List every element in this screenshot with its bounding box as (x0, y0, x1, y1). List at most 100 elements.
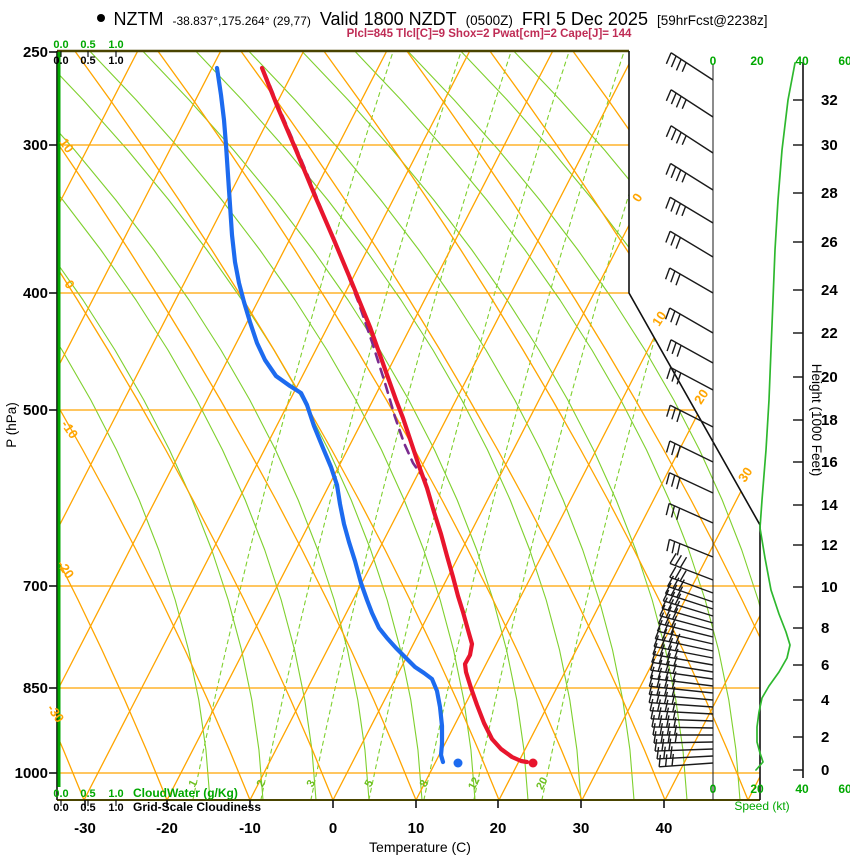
barb-feather (665, 125, 672, 138)
mixing-ratio-line (260, 51, 463, 800)
barb-feather (669, 566, 677, 578)
barb-feather (661, 738, 665, 751)
barb-feather (665, 440, 671, 453)
barb-feather (649, 666, 655, 679)
wind-barb (669, 538, 714, 558)
barb-feather (679, 570, 687, 582)
temperature-tick-label: -20 (156, 820, 178, 837)
barb-feather (666, 339, 672, 352)
moist-adiabat-line (57, 51, 211, 800)
barb-feather (662, 589, 670, 602)
mixing-ratio-label: 12 (466, 775, 482, 791)
barb-feather (671, 686, 676, 697)
barb-feather (653, 731, 657, 744)
moist-adiabat-line (353, 51, 741, 800)
barb-feather (651, 715, 655, 728)
barb-feather (671, 407, 677, 420)
wind-barb (668, 502, 714, 524)
barb-feather (671, 342, 677, 355)
temperature-profile (259, 65, 530, 765)
wind-barb (653, 645, 714, 659)
barb-feather (651, 650, 657, 663)
barb-feather (676, 372, 682, 385)
moist-adiabat-line (141, 51, 529, 800)
barb-feather (665, 163, 672, 175)
wind-barb (649, 685, 714, 694)
barb-feather (675, 273, 681, 286)
speed-scale-top: 60 (838, 54, 850, 68)
barb-feather (672, 709, 677, 720)
dry-adiabat-line (322, 51, 749, 800)
barb-feather (665, 230, 671, 243)
isotherm-line (57, 51, 305, 800)
wind-barb (669, 440, 714, 463)
temperature-tick-label: -10 (239, 820, 261, 837)
wind-barb (669, 562, 714, 581)
barb-feather (654, 739, 658, 752)
mixing-ratio-line (368, 51, 571, 800)
isotherm-line (166, 51, 554, 800)
moist-adiabat-line (88, 51, 476, 800)
mixing-ratio-line (192, 51, 395, 800)
barb-feather (664, 660, 670, 673)
barb-feather (661, 597, 668, 609)
cloudwater-scale-top: 0.0 (53, 39, 68, 51)
barb-feather (671, 615, 678, 627)
height-tick-label: 16 (821, 454, 838, 471)
barb-feather (671, 694, 676, 705)
barb-feather (673, 725, 678, 736)
dry-adiabat-line (57, 51, 334, 800)
barb-feather (652, 723, 656, 736)
height-tick-label: 8 (821, 620, 829, 637)
dewpoint-curve (214, 65, 463, 768)
isotherm-label: 10 (649, 308, 669, 328)
barb-feather (676, 345, 682, 357)
barb-feather (670, 270, 676, 283)
dry-adiabat-line (73, 51, 500, 800)
barb-feather (670, 584, 678, 596)
cloudwater-scale-bottom: 0.0 (53, 788, 68, 800)
barb-feather (669, 746, 673, 759)
barb-feather (668, 591, 676, 603)
barb-feather (660, 730, 664, 744)
barb-feather (665, 472, 671, 485)
wind-barb (669, 472, 714, 494)
mixing-ratio-label: 5 (363, 778, 376, 789)
height-tick-label: 30 (821, 137, 838, 154)
barb-feather (672, 663, 677, 674)
barb-feather (664, 613, 671, 626)
barb-feather (671, 678, 676, 689)
height-tick-label: 28 (821, 185, 838, 202)
barb-feather (657, 707, 662, 720)
speed-scale-top: 40 (795, 54, 809, 68)
sounding-indices: Plcl=845 Tlcl[C]=9 Shox=2 Pwat[cm]=2 Cap… (346, 28, 632, 40)
moist-adiabat-line (247, 51, 635, 800)
height-tick-label: 6 (821, 657, 829, 674)
barb-feather (649, 698, 654, 711)
barb-feather (653, 635, 660, 647)
barb-feather (675, 59, 682, 71)
barb-feather (656, 699, 662, 712)
moist-adiabat-line (57, 51, 317, 800)
isotherm-line (57, 51, 139, 800)
barb-feather (663, 621, 670, 633)
cloudwater-scale-top: 1.0 (108, 39, 123, 51)
cloudiness-scale-bottom: 0.0 (53, 802, 68, 814)
cloudiness-scale-top: 0.5 (80, 55, 95, 67)
height-tick-label: 10 (821, 579, 838, 596)
wind-barbs (648, 52, 714, 768)
barb-feather (660, 636, 667, 649)
barb-feather (652, 642, 658, 655)
barb-feather (658, 651, 664, 664)
cloudwater-scale-top: 0.5 (80, 39, 95, 51)
speed-scale-bottom: 0 (710, 782, 717, 796)
barb-feather (656, 691, 661, 704)
isotherm-line (57, 51, 222, 800)
barb-feather (670, 234, 676, 246)
wind-barb (661, 607, 714, 624)
barb-feather (674, 641, 680, 651)
speed-scale-top: 20 (750, 54, 764, 68)
height-tick-label: 14 (821, 497, 838, 514)
